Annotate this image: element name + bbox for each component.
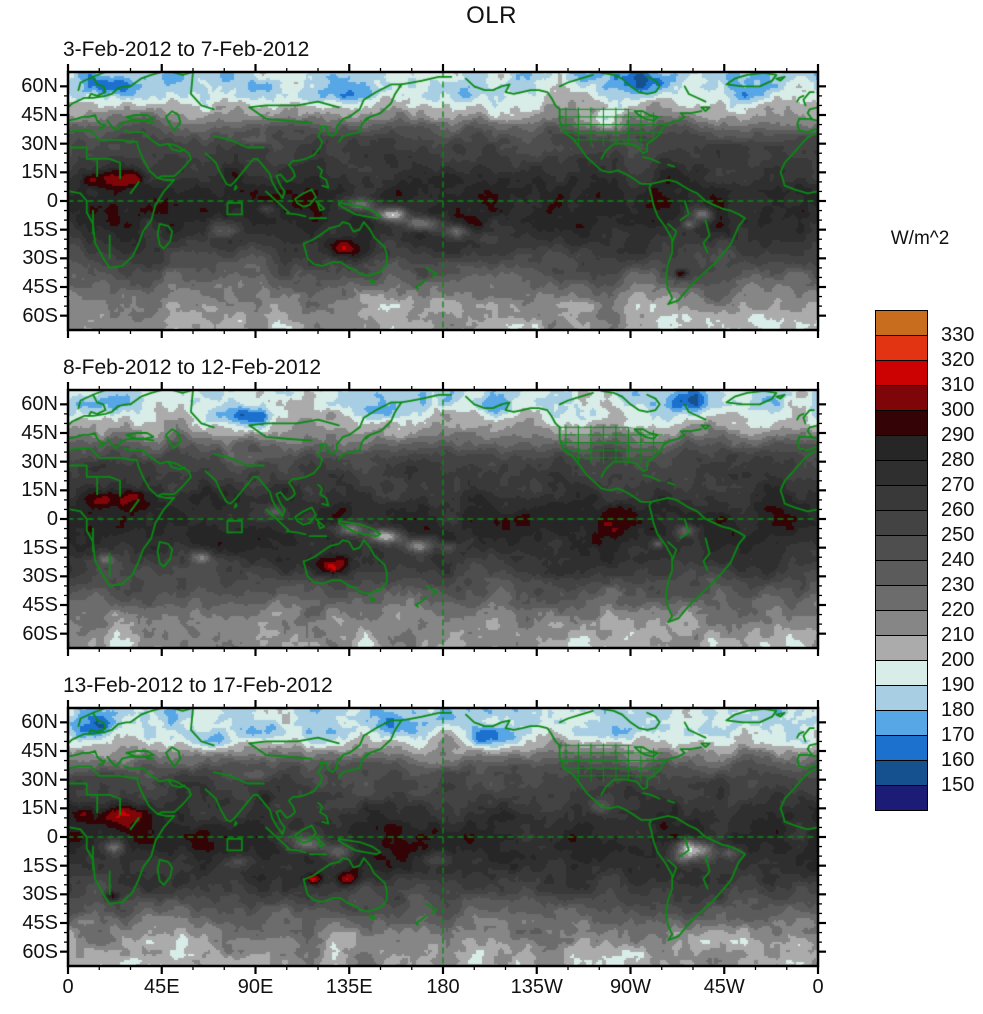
colorbar-tick-label: 170 [941, 724, 975, 746]
colorbar-cell [875, 760, 928, 786]
colorbar-cell [875, 410, 928, 436]
colorbar-cell [875, 585, 928, 611]
lat-tick-label: 15N [21, 797, 58, 820]
colorbar-cell [875, 535, 928, 561]
lat-tick-label: 45N [21, 740, 58, 762]
colorbar-cell [875, 610, 928, 636]
olr-field-map [68, 708, 818, 966]
lat-tick-label: 60S [22, 304, 58, 327]
lat-tick-label: 60S [22, 622, 58, 645]
colorbar-tick-label: 220 [941, 599, 975, 621]
lat-tick-label: 30S [22, 247, 58, 270]
lon-tick-label: 45E [143, 976, 180, 998]
colorbar-tick-label: 150 [941, 774, 975, 796]
lat-tick-label: 30N [21, 132, 58, 155]
colorbar-cell [875, 685, 928, 711]
colorbar-tick-label: 200 [941, 649, 975, 671]
colorbar-cell [875, 660, 928, 686]
lat-tick-label: 30S [22, 883, 58, 906]
colorbar-tick-label: 300 [941, 399, 975, 421]
colorbar-tick-label: 230 [941, 574, 975, 596]
colorbar-tick-label: 210 [941, 624, 975, 646]
lat-tick-label: 15S [22, 218, 58, 241]
colorbar-cell [875, 735, 928, 761]
colorbar-tick-label: 280 [941, 449, 975, 471]
colorbar-tick-label: 240 [941, 549, 975, 571]
lat-tick-label: 60N [21, 711, 58, 734]
map-panel [60, 700, 826, 974]
lat-tick-label: 0 [46, 826, 58, 848]
lon-tick-label: 45W [703, 976, 745, 998]
lat-tick-label: 15S [22, 854, 58, 877]
panel-title: 3-Feb-2012 to 7-Feb-2012 [63, 38, 310, 61]
lat-tick-label: 30N [21, 768, 58, 791]
lat-tick-label: 0 [46, 190, 58, 212]
colorbar-cell [875, 385, 928, 411]
colorbar-tick-label: 310 [941, 374, 975, 396]
colorbar-cell [875, 510, 928, 536]
colorbar-tick-label: 330 [941, 324, 975, 346]
lat-tick-label: 60S [22, 940, 58, 963]
olr-field-map [68, 390, 818, 648]
colorbar-tick-label: 290 [941, 424, 975, 446]
colorbar-cell [875, 460, 928, 486]
lat-tick-label: 60N [21, 75, 58, 98]
colorbar [875, 310, 928, 811]
lat-tick-label: 30S [22, 565, 58, 588]
panel-title: 13-Feb-2012 to 17-Feb-2012 [63, 674, 333, 697]
colorbar-cell [875, 435, 928, 461]
olr-field-map [68, 72, 818, 330]
colorbar-tick-label: 270 [941, 474, 975, 496]
lon-tick-label: 90W [609, 976, 652, 998]
lat-tick-label: 45S [22, 912, 58, 934]
lat-tick-label: 30N [21, 450, 58, 473]
colorbar-tick-label: 320 [941, 349, 975, 371]
colorbar-tick-label: 160 [941, 749, 975, 771]
colorbar-tick-label: 250 [941, 524, 975, 546]
colorbar-cell [875, 635, 928, 661]
lon-tick-label: 90E [237, 976, 274, 998]
lon-tick-label: 0 [812, 976, 824, 998]
lat-tick-label: 15N [21, 161, 58, 184]
lat-tick-label: 45S [22, 594, 58, 616]
lat-tick-label: 45S [22, 276, 58, 298]
lat-tick-label: 15S [22, 536, 58, 559]
colorbar-cell [875, 360, 928, 386]
colorbar-tick-label: 180 [941, 699, 975, 721]
lon-tick-label: 180 [426, 976, 460, 998]
colorbar-cell [875, 335, 928, 361]
colorbar-tick-label: 190 [941, 674, 975, 696]
lat-tick-label: 45N [21, 422, 58, 444]
colorbar-cell [875, 310, 928, 336]
lat-tick-label: 0 [46, 508, 58, 530]
lat-tick-label: 60N [21, 393, 58, 416]
colorbar-cell [875, 785, 928, 811]
lon-tick-label: 135E [325, 976, 373, 998]
lon-tick-label: 0 [62, 976, 74, 998]
lat-tick-label: 45N [21, 104, 58, 126]
figure-title: OLR [466, 2, 517, 29]
map-panel [60, 64, 826, 338]
colorbar-cell [875, 560, 928, 586]
colorbar-tick-label: 260 [941, 499, 975, 521]
lon-tick-label: 135W [510, 976, 563, 998]
lat-tick-label: 15N [21, 479, 58, 502]
colorbar-cell [875, 710, 928, 736]
colorbar-units-label: W/m^2 [890, 228, 950, 249]
colorbar-cell [875, 485, 928, 511]
map-panel [60, 382, 826, 656]
panel-title: 8-Feb-2012 to 12-Feb-2012 [63, 356, 321, 379]
